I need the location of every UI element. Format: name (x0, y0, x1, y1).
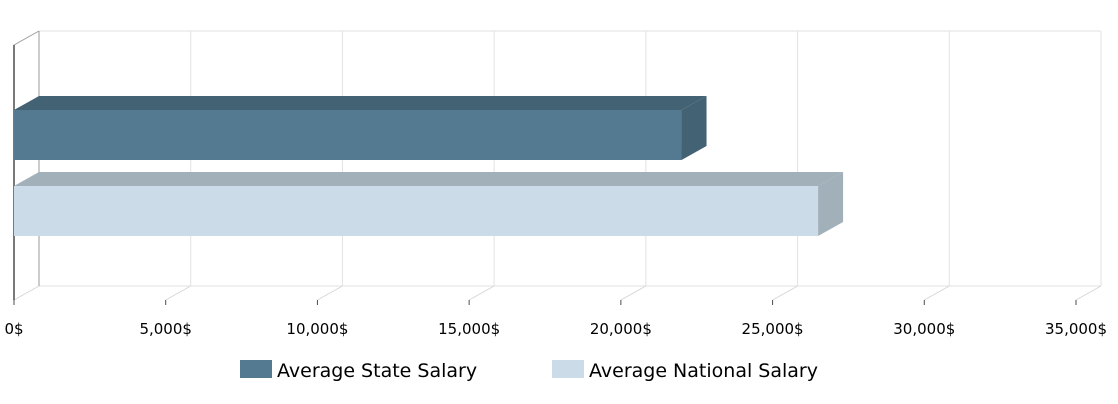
bar-top-face (14, 172, 844, 186)
x-tick-label: 5,000$ (139, 320, 192, 338)
x-tick-label: 25,000$ (742, 320, 804, 338)
bar-side-face (818, 172, 844, 236)
bar-front-face (14, 186, 819, 236)
x-tick-label: 10,000$ (286, 320, 348, 338)
top-left-diagonal (13, 30, 40, 46)
x-tick-label: 15,000$ (438, 320, 500, 338)
floor-gridline (1075, 285, 1102, 301)
floor-gridline (772, 285, 798, 301)
legend-swatch (240, 360, 272, 378)
x-tick-label: 35,000$ (1045, 320, 1107, 338)
legend-label: Average State Salary (277, 360, 477, 382)
bar-1 (14, 96, 707, 160)
legend-label: Average National Salary (589, 360, 818, 382)
floor-gridline (620, 285, 647, 301)
bar-2 (14, 172, 844, 236)
bar-front-face (14, 110, 682, 160)
x-tick-label: 20,000$ (590, 320, 652, 338)
floor-gridline (13, 285, 40, 301)
floor-gridline (468, 285, 495, 301)
legend-item-2: Average National Salary (552, 360, 818, 382)
bars-layer (14, 96, 844, 236)
floor-gridline (165, 285, 191, 301)
bar-top-face (14, 96, 707, 110)
x-axis-tick-labels: 0$ 5,000$ 10,000$ 15,000$ 20,000$ 25,000$ 30,0… (4, 300, 1107, 338)
x-tick-label: 0$ (4, 320, 23, 338)
floor-gridline (317, 285, 343, 301)
legend-item-1: Average State Salary (240, 360, 477, 382)
legend: Average State Salary Average National Sal… (240, 360, 818, 382)
floor-gridline (924, 285, 950, 301)
grid-layer (13, 30, 1102, 301)
bar-side-face (681, 96, 707, 160)
legend-swatch (552, 360, 584, 378)
x-tick-label: 30,000$ (893, 320, 955, 338)
